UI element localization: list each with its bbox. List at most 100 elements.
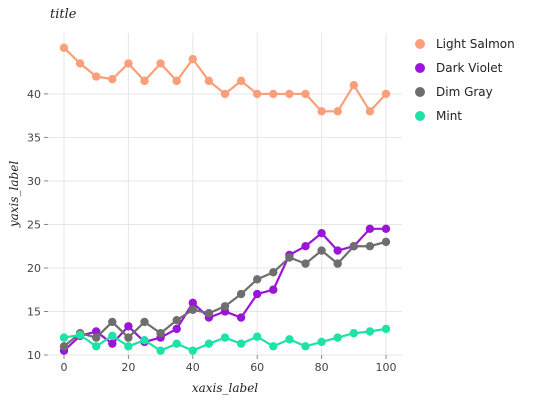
data-point xyxy=(269,268,278,277)
data-point xyxy=(172,315,181,325)
data-point xyxy=(124,342,133,351)
data-point xyxy=(108,317,117,327)
data-point xyxy=(236,313,246,322)
data-point xyxy=(253,275,262,284)
data-point xyxy=(365,107,375,116)
data-point xyxy=(269,89,278,99)
data-point xyxy=(156,59,165,68)
data-point xyxy=(269,285,278,294)
chart-title: title xyxy=(50,7,77,22)
data-point xyxy=(172,76,181,86)
y-tick-label: 15 xyxy=(27,305,41,318)
series-group xyxy=(59,43,391,355)
data-point xyxy=(156,346,165,355)
data-point xyxy=(188,54,197,64)
data-point xyxy=(285,89,294,99)
data-point xyxy=(108,331,117,341)
data-point xyxy=(75,330,85,340)
data-point xyxy=(188,298,197,307)
data-point xyxy=(269,342,278,351)
data-point xyxy=(285,253,294,262)
data-point xyxy=(108,74,117,84)
legend-label: Dim Gray xyxy=(436,85,493,99)
y-tick-label: 40 xyxy=(27,88,41,101)
data-point xyxy=(204,339,214,348)
x-tick-label: 80 xyxy=(315,361,329,374)
data-point xyxy=(156,329,165,338)
legend-marker xyxy=(415,39,425,49)
data-point xyxy=(236,339,246,348)
data-point xyxy=(59,342,69,351)
data-point xyxy=(253,289,262,299)
data-point xyxy=(124,59,133,68)
data-point xyxy=(75,59,85,68)
data-point xyxy=(317,228,326,238)
legend-label: Dark Violet xyxy=(436,61,503,75)
data-point xyxy=(333,333,342,342)
legend-marker xyxy=(415,63,425,73)
data-point xyxy=(220,302,230,311)
data-point xyxy=(365,224,375,234)
data-point xyxy=(188,346,197,355)
data-point xyxy=(253,332,262,341)
data-point xyxy=(92,342,101,351)
x-tick-label: 100 xyxy=(376,361,397,374)
data-point xyxy=(188,305,197,314)
data-point xyxy=(220,89,230,99)
data-point xyxy=(253,89,262,99)
grid xyxy=(48,33,402,356)
data-point xyxy=(365,327,375,336)
data-point xyxy=(140,76,149,86)
x-axis-title: xaxis_label xyxy=(192,381,258,395)
legend-label: Mint xyxy=(436,109,462,123)
data-point xyxy=(172,324,181,334)
data-point xyxy=(204,309,214,318)
legend: Light Salmon Dark Violet Dim Gray Mint xyxy=(415,37,515,123)
data-point xyxy=(124,322,133,331)
legend-label: Light Salmon xyxy=(436,37,515,51)
data-point xyxy=(108,339,117,348)
data-point xyxy=(333,246,342,255)
plot-background xyxy=(48,33,402,355)
data-point xyxy=(301,259,310,268)
ticks-group: 0 20 40 60 80 100 10 15 20 25 30 35 40 xyxy=(27,88,397,374)
data-point xyxy=(317,107,326,116)
data-point xyxy=(172,339,181,348)
data-point xyxy=(236,76,246,86)
y-axis-title: yaxis_label xyxy=(7,161,21,228)
data-point xyxy=(301,242,310,251)
data-point xyxy=(333,259,342,268)
data-point xyxy=(365,242,375,251)
y-tick-label: 20 xyxy=(27,262,41,275)
data-point xyxy=(140,317,149,327)
data-point xyxy=(317,246,326,255)
data-point xyxy=(92,327,101,336)
data-point xyxy=(349,81,358,90)
legend-marker xyxy=(415,87,425,97)
data-point xyxy=(236,289,246,299)
data-point xyxy=(140,336,149,345)
data-point xyxy=(317,337,326,347)
y-tick-label: 10 xyxy=(27,349,41,362)
x-tick-label: 20 xyxy=(121,361,135,374)
data-point xyxy=(349,242,358,251)
data-point xyxy=(92,333,101,342)
data-point xyxy=(59,43,69,52)
data-point xyxy=(381,237,391,247)
data-point xyxy=(381,224,391,234)
data-point xyxy=(301,89,310,99)
data-point xyxy=(59,333,69,342)
data-point xyxy=(220,333,230,342)
x-tick-label: 60 xyxy=(250,361,264,374)
x-tick-label: 40 xyxy=(186,361,200,374)
data-point xyxy=(381,89,391,99)
y-tick-label: 30 xyxy=(27,175,41,188)
x-tick-label: 0 xyxy=(61,361,68,374)
legend-marker xyxy=(415,111,425,121)
data-point xyxy=(381,324,391,334)
data-point xyxy=(285,335,294,344)
data-point xyxy=(92,72,101,81)
y-tick-label: 35 xyxy=(27,131,41,144)
data-point xyxy=(204,76,214,86)
